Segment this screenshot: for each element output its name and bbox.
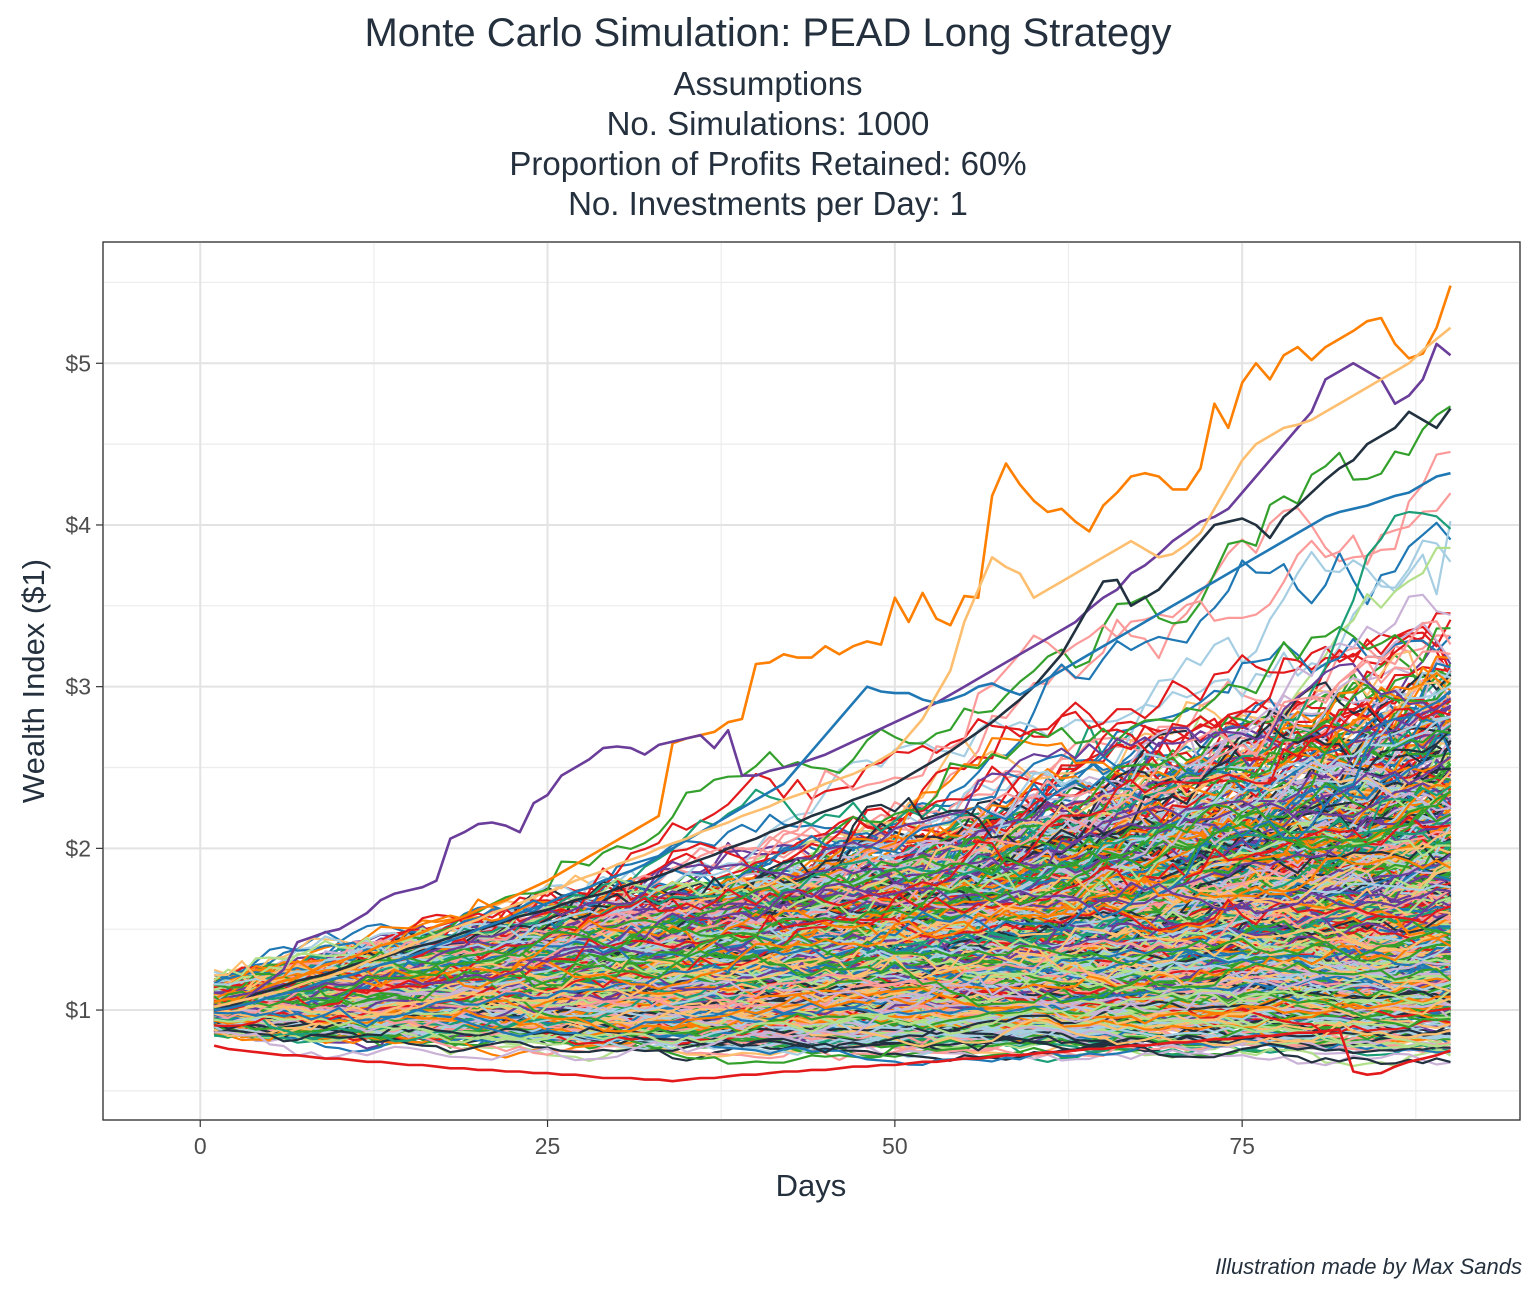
- title-block: Monte Carlo Simulation: PEAD Long Strate…: [0, 0, 1536, 224]
- chart-title: Monte Carlo Simulation: PEAD Long Strate…: [364, 11, 1172, 55]
- extreme-simulation-path: [213, 326, 1452, 1009]
- panel-border: [102, 241, 1521, 1121]
- subtitle-line: Assumptions: [673, 65, 863, 102]
- caption: Illustration made by Max Sands: [1215, 1254, 1522, 1279]
- x-tick-label: 0: [194, 1133, 207, 1159]
- extreme-simulation-path: [213, 1028, 1451, 1083]
- x-axis-title: Days: [776, 1168, 847, 1203]
- simulation-path: [213, 937, 1452, 1033]
- subtitle-line: Proportion of Profits Retained: 60%: [509, 145, 1027, 182]
- simulation-path: [214, 915, 1452, 1014]
- simulation-path: [213, 888, 1452, 1019]
- simulation-path: [214, 855, 1452, 1006]
- simulation-path: [214, 756, 1452, 1014]
- y-tick-label: $3: [65, 674, 91, 700]
- simulation-path: [213, 1019, 1451, 1059]
- simulation-path: [213, 988, 1452, 1046]
- extreme-simulation-path: [213, 285, 1452, 1004]
- simulation-path: [214, 926, 1451, 985]
- simulation-path: [213, 929, 1451, 1009]
- simulation-path: [213, 803, 1451, 1010]
- y-tick-label: $5: [65, 350, 91, 376]
- simulation-path: [213, 960, 1451, 1017]
- simulation-path: [213, 885, 1451, 1000]
- simulation-path: [213, 830, 1451, 1019]
- x-tick-label: 75: [1229, 1133, 1255, 1159]
- y-tick-label: $1: [65, 997, 91, 1023]
- subtitle-line: No. Simulations: 1000: [606, 105, 930, 142]
- simulation-path: [213, 930, 1451, 1048]
- subtitle-line: No. Investments per Day: 1: [568, 185, 968, 222]
- simulation-path: [214, 689, 1452, 1028]
- simulation-path: [214, 971, 1451, 1062]
- simulation-path: [213, 405, 1452, 998]
- simulation-path: [214, 942, 1451, 1024]
- extreme-simulation-path: [213, 342, 1452, 1009]
- y-tick-label: $4: [65, 512, 91, 538]
- x-tick-label: 50: [882, 1133, 908, 1159]
- extreme-simulation-path: [213, 407, 1452, 1012]
- y-tick-label: $2: [65, 835, 91, 861]
- y-axis-title: Wealth Index ($1): [16, 559, 51, 803]
- x-tick-label: 25: [535, 1133, 561, 1159]
- series-lines: [213, 285, 1452, 1083]
- simulation-path: [213, 761, 1451, 1017]
- extreme-simulation-path: [213, 471, 1451, 1012]
- simulation-path: [213, 963, 1451, 1041]
- simulation-path: [213, 950, 1452, 1007]
- simulation-path: [213, 723, 1452, 1014]
- axis-ticks: 0 25 50 75 $1 $2 $3 $4 $5: [65, 350, 1255, 1159]
- simulation-path: [213, 789, 1452, 1009]
- simulation-path: [213, 881, 1451, 1004]
- chart-subtitle: Assumptions No. Simulations: 1000 Propor…: [0, 64, 1536, 224]
- simulation-path: [213, 896, 1451, 1037]
- simulation-path: [214, 702, 1451, 1028]
